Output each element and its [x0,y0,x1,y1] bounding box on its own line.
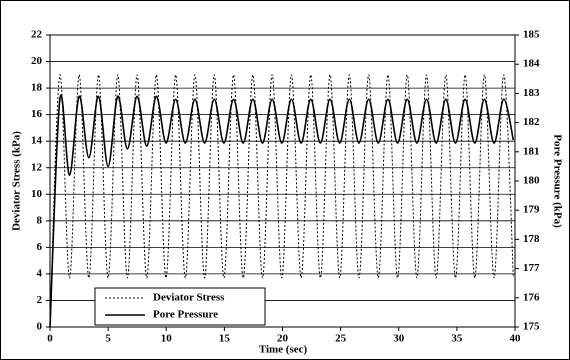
y2-tick-label: 177 [523,262,540,274]
y2-axis-label: Pore Pressure (kPa) [551,134,563,228]
y2-tick-label: 183 [523,87,540,99]
y2-tick-label: 179 [523,204,540,216]
x-tick-label: 40 [510,333,522,345]
legend-label: Deviator Stress [153,292,225,304]
y-tick-label: 20 [31,55,43,67]
y-tick-label: 6 [37,241,43,253]
y-tick-label: 12 [31,161,43,173]
x-tick-label: 20 [277,333,289,345]
y2-tick-label: 181 [523,145,540,157]
x-axis-label: Time (sec) [259,344,308,356]
x-tick-label: 30 [393,333,405,345]
y-tick-label: 16 [31,108,43,120]
x-tick-label: 5 [105,333,111,345]
legend-box [94,287,266,326]
y-axis-label: Deviator Stress (kPa) [11,131,23,231]
y-tick-label: 0 [37,321,43,333]
y2-tick-label: 184 [523,58,540,70]
y-tick-label: 4 [37,267,43,279]
y2-tick-label: 180 [523,175,540,187]
legend-label: Pore Pressure [153,309,218,321]
legend: Deviator Stress Pore Pressure [94,287,266,326]
y-tick-label: 10 [31,188,43,200]
y-tick-label: 8 [37,214,43,226]
x-tick-label: 15 [219,333,231,345]
x-tick-label: 0 [47,333,53,345]
plot-frame [49,34,516,328]
y2-tick-label: 182 [523,116,540,128]
y2-tick-label: 176 [523,291,540,303]
y-tick-label: 14 [31,135,43,147]
y-tick-label: 18 [31,82,43,94]
series-line [49,94,515,328]
y-tick-label: 22 [31,29,43,41]
y2-tick-label: 178 [523,233,540,245]
x-tick-label: 25 [335,333,347,345]
x-tick-label: 35 [451,333,463,345]
y-tick-label: 2 [37,294,43,306]
y2-tick-label: 185 [523,29,540,41]
y2-tick-label: 175 [523,321,540,333]
series-line [49,74,514,328]
x-tick-label: 10 [161,333,173,345]
